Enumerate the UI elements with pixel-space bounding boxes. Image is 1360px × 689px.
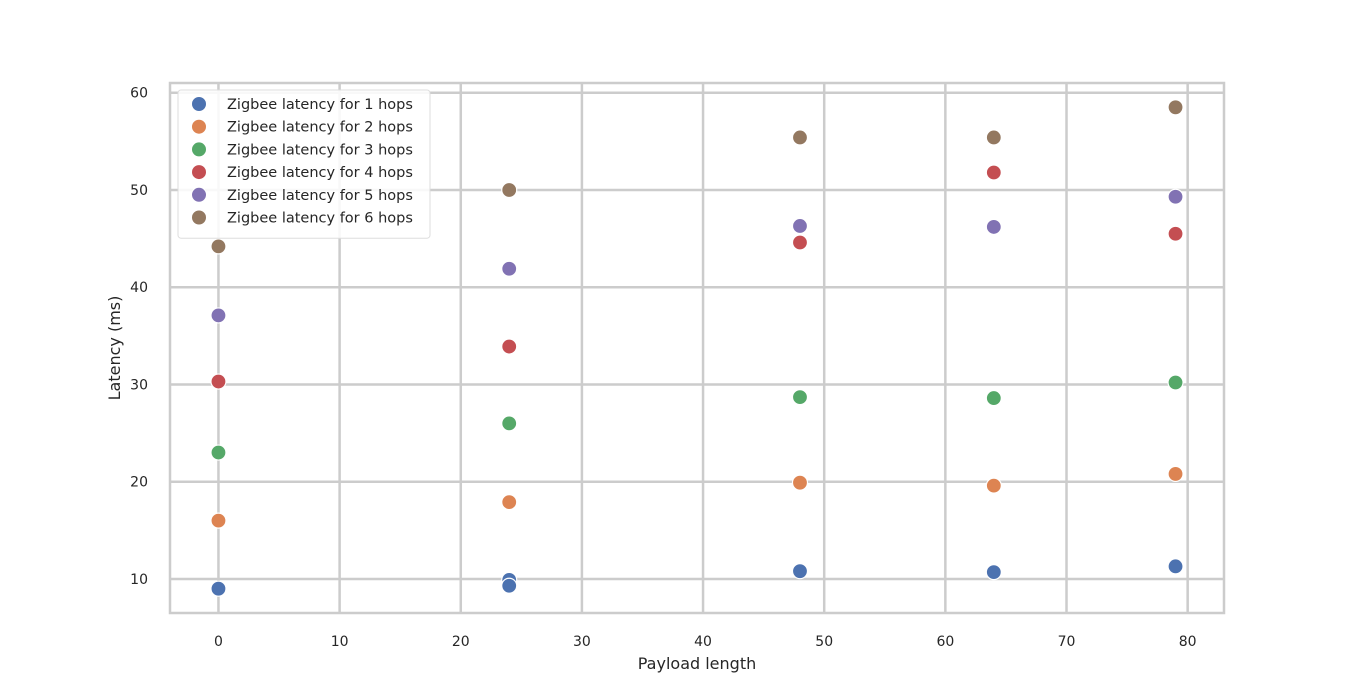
x-tick-label: 60	[936, 634, 954, 650]
x-tick-label: 10	[331, 634, 349, 650]
x-tick-label: 30	[573, 634, 591, 650]
data-point-series-5	[210, 307, 227, 324]
data-point-series-6	[501, 181, 518, 199]
y-tick-label: 30	[130, 377, 148, 393]
data-point-series-5	[1167, 188, 1184, 205]
data-point-series-1	[1167, 558, 1184, 575]
y-tick-label: 40	[130, 280, 148, 296]
legend-entry: Zigbee latency for 6 hops	[227, 211, 413, 227]
grid-lines	[170, 83, 1224, 613]
data-point-series-2	[985, 477, 1002, 494]
legend-entry: Zigbee latency for 2 hops	[227, 120, 413, 136]
data-point-series-4	[985, 164, 1002, 181]
x-tick-label: 50	[815, 634, 833, 650]
x-tick-label: 20	[452, 634, 470, 650]
data-point-series-5	[985, 218, 1002, 236]
data-points	[210, 99, 1184, 597]
plot-frame	[168, 81, 1226, 615]
data-point-series-5	[791, 217, 809, 235]
data-point-series-4	[1167, 225, 1184, 242]
data-point-series-1	[210, 580, 227, 597]
data-point-series-6	[1167, 99, 1184, 116]
data-point-series-4	[791, 234, 809, 251]
legend-marker	[191, 164, 207, 181]
x-tick-label: 0	[214, 634, 223, 650]
legend-marker	[191, 118, 207, 135]
data-point-series-6	[985, 129, 1002, 146]
legend: Zigbee latency for 1 hops Zigbee latency …	[177, 89, 431, 239]
x-axis-label: Payload length	[638, 654, 756, 673]
legend-marker	[191, 186, 207, 203]
legend-marker	[191, 209, 207, 226]
y-tick-label: 50	[130, 183, 148, 199]
data-point-series-1	[501, 577, 518, 594]
data-point-series-1	[985, 564, 1002, 581]
x-tick-label: 70	[1058, 634, 1076, 650]
data-point-series-3	[791, 389, 809, 406]
y-tick-label: 10	[130, 572, 148, 588]
data-point-series-3	[210, 444, 227, 461]
legend-entry: Zigbee latency for 4 hops	[227, 165, 413, 181]
data-point-series-3	[501, 415, 518, 432]
data-point-series-3	[985, 389, 1002, 407]
data-point-series-4	[501, 338, 518, 355]
data-point-series-2	[210, 512, 227, 529]
y-axis-ticks: 10 20 30 40 50 60	[130, 86, 148, 588]
y-tick-label: 60	[130, 86, 148, 102]
x-axis-ticks: 0 10 20 30 40 50 60 70 80	[214, 634, 1197, 650]
data-point-series-2	[791, 474, 809, 491]
y-tick-label: 20	[130, 475, 148, 491]
data-point-series-2	[1167, 465, 1184, 483]
data-point-series-6	[210, 238, 227, 255]
legend-marker	[191, 141, 207, 158]
data-point-series-6	[791, 129, 809, 146]
legend-entry: Zigbee latency for 1 hops	[227, 97, 413, 113]
y-axis-label: Latency (ms)	[105, 296, 124, 401]
legend-marker	[191, 96, 207, 112]
data-point-series-2	[501, 494, 518, 511]
data-point-series-1	[791, 563, 809, 580]
data-point-series-3	[1167, 374, 1184, 391]
x-tick-label: 40	[694, 634, 712, 650]
data-point-series-5	[501, 260, 518, 277]
data-point-series-4	[210, 373, 227, 390]
x-tick-label: 80	[1179, 634, 1197, 650]
legend-box	[177, 89, 431, 239]
legend-entry: Zigbee latency for 5 hops	[227, 188, 413, 204]
legend-entry: Zigbee latency for 3 hops	[227, 142, 413, 158]
